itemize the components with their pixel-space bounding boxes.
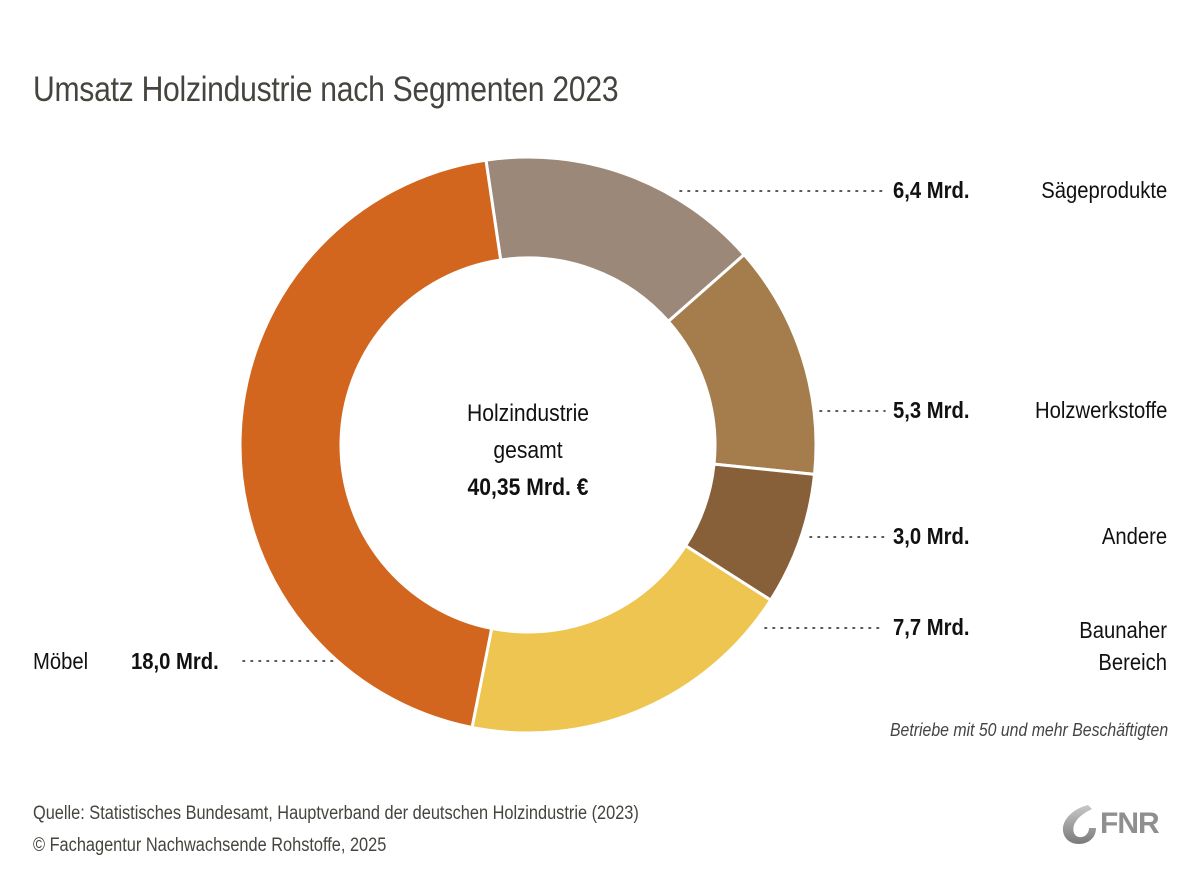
name-label-baunaher-bereich: Baunaher Bereich (1079, 617, 1167, 675)
logo-text: FNR (1100, 807, 1160, 840)
name-label-saegeprodukte: Sägeprodukte (1040, 177, 1167, 203)
copyright-text: © Fachagentur Nachwachsende Rohstoffe, 2… (33, 835, 387, 856)
fnr-swirl-icon (1062, 805, 1096, 844)
value-label-baunaher-bereich: 7,7 Mrd. (893, 614, 970, 640)
fnr-logo: FNR (1058, 803, 1160, 845)
value-label-moebel: 18,0 Mrd. (131, 648, 219, 674)
chart-title: Umsatz Holzindustrie nach Segmenten 2023 (33, 70, 619, 109)
source-text: Quelle: Statistisches Bundesamt, Hauptve… (33, 803, 639, 824)
name-label-andere: Andere (1101, 523, 1167, 549)
footer: Quelle: Statistisches Bundesamt, Hauptve… (33, 798, 639, 862)
donut-slice-baunaher-bereich (470, 543, 773, 735)
chart-note: Betriebe mit 50 und mehr Beschäftigten (889, 720, 1168, 740)
value-label-holzwerkstoffe: 5,3 Mrd. (893, 397, 970, 423)
donut-slice-moebel (238, 158, 503, 730)
value-label-andere: 3,0 Mrd. (893, 523, 970, 549)
center-line-1: Holzindustrie (466, 400, 590, 427)
name-label-holzwerkstoffe: Holzwerkstoffe (1034, 397, 1167, 423)
center-total: 40,35 Mrd. € (467, 474, 589, 501)
center-label: Holzindustrie gesamt 40,35 Mrd. € (378, 395, 678, 506)
value-label-saegeprodukte: 6,4 Mrd. (893, 177, 970, 203)
name-label-moebel: Möbel (33, 648, 89, 674)
center-line-2: gesamt (493, 437, 563, 464)
